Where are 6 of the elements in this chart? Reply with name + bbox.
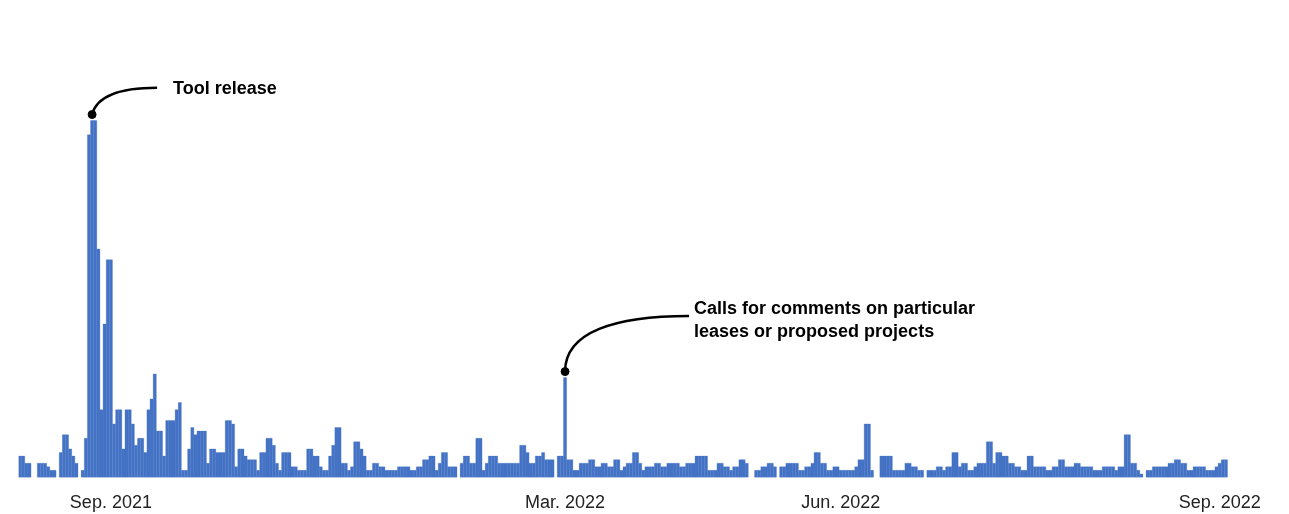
- x-tick-label: Jun. 2022: [801, 491, 881, 512]
- x-tick-label: Sep. 2022: [1178, 491, 1261, 512]
- text: Tool release: [173, 77, 277, 98]
- annotation: Calls for comments on particular leases or proposed projects: [694, 298, 976, 342]
- x-tick-label: Sep. 2021: [69, 491, 152, 512]
- x-tick-label: Mar. 2022: [525, 491, 606, 512]
